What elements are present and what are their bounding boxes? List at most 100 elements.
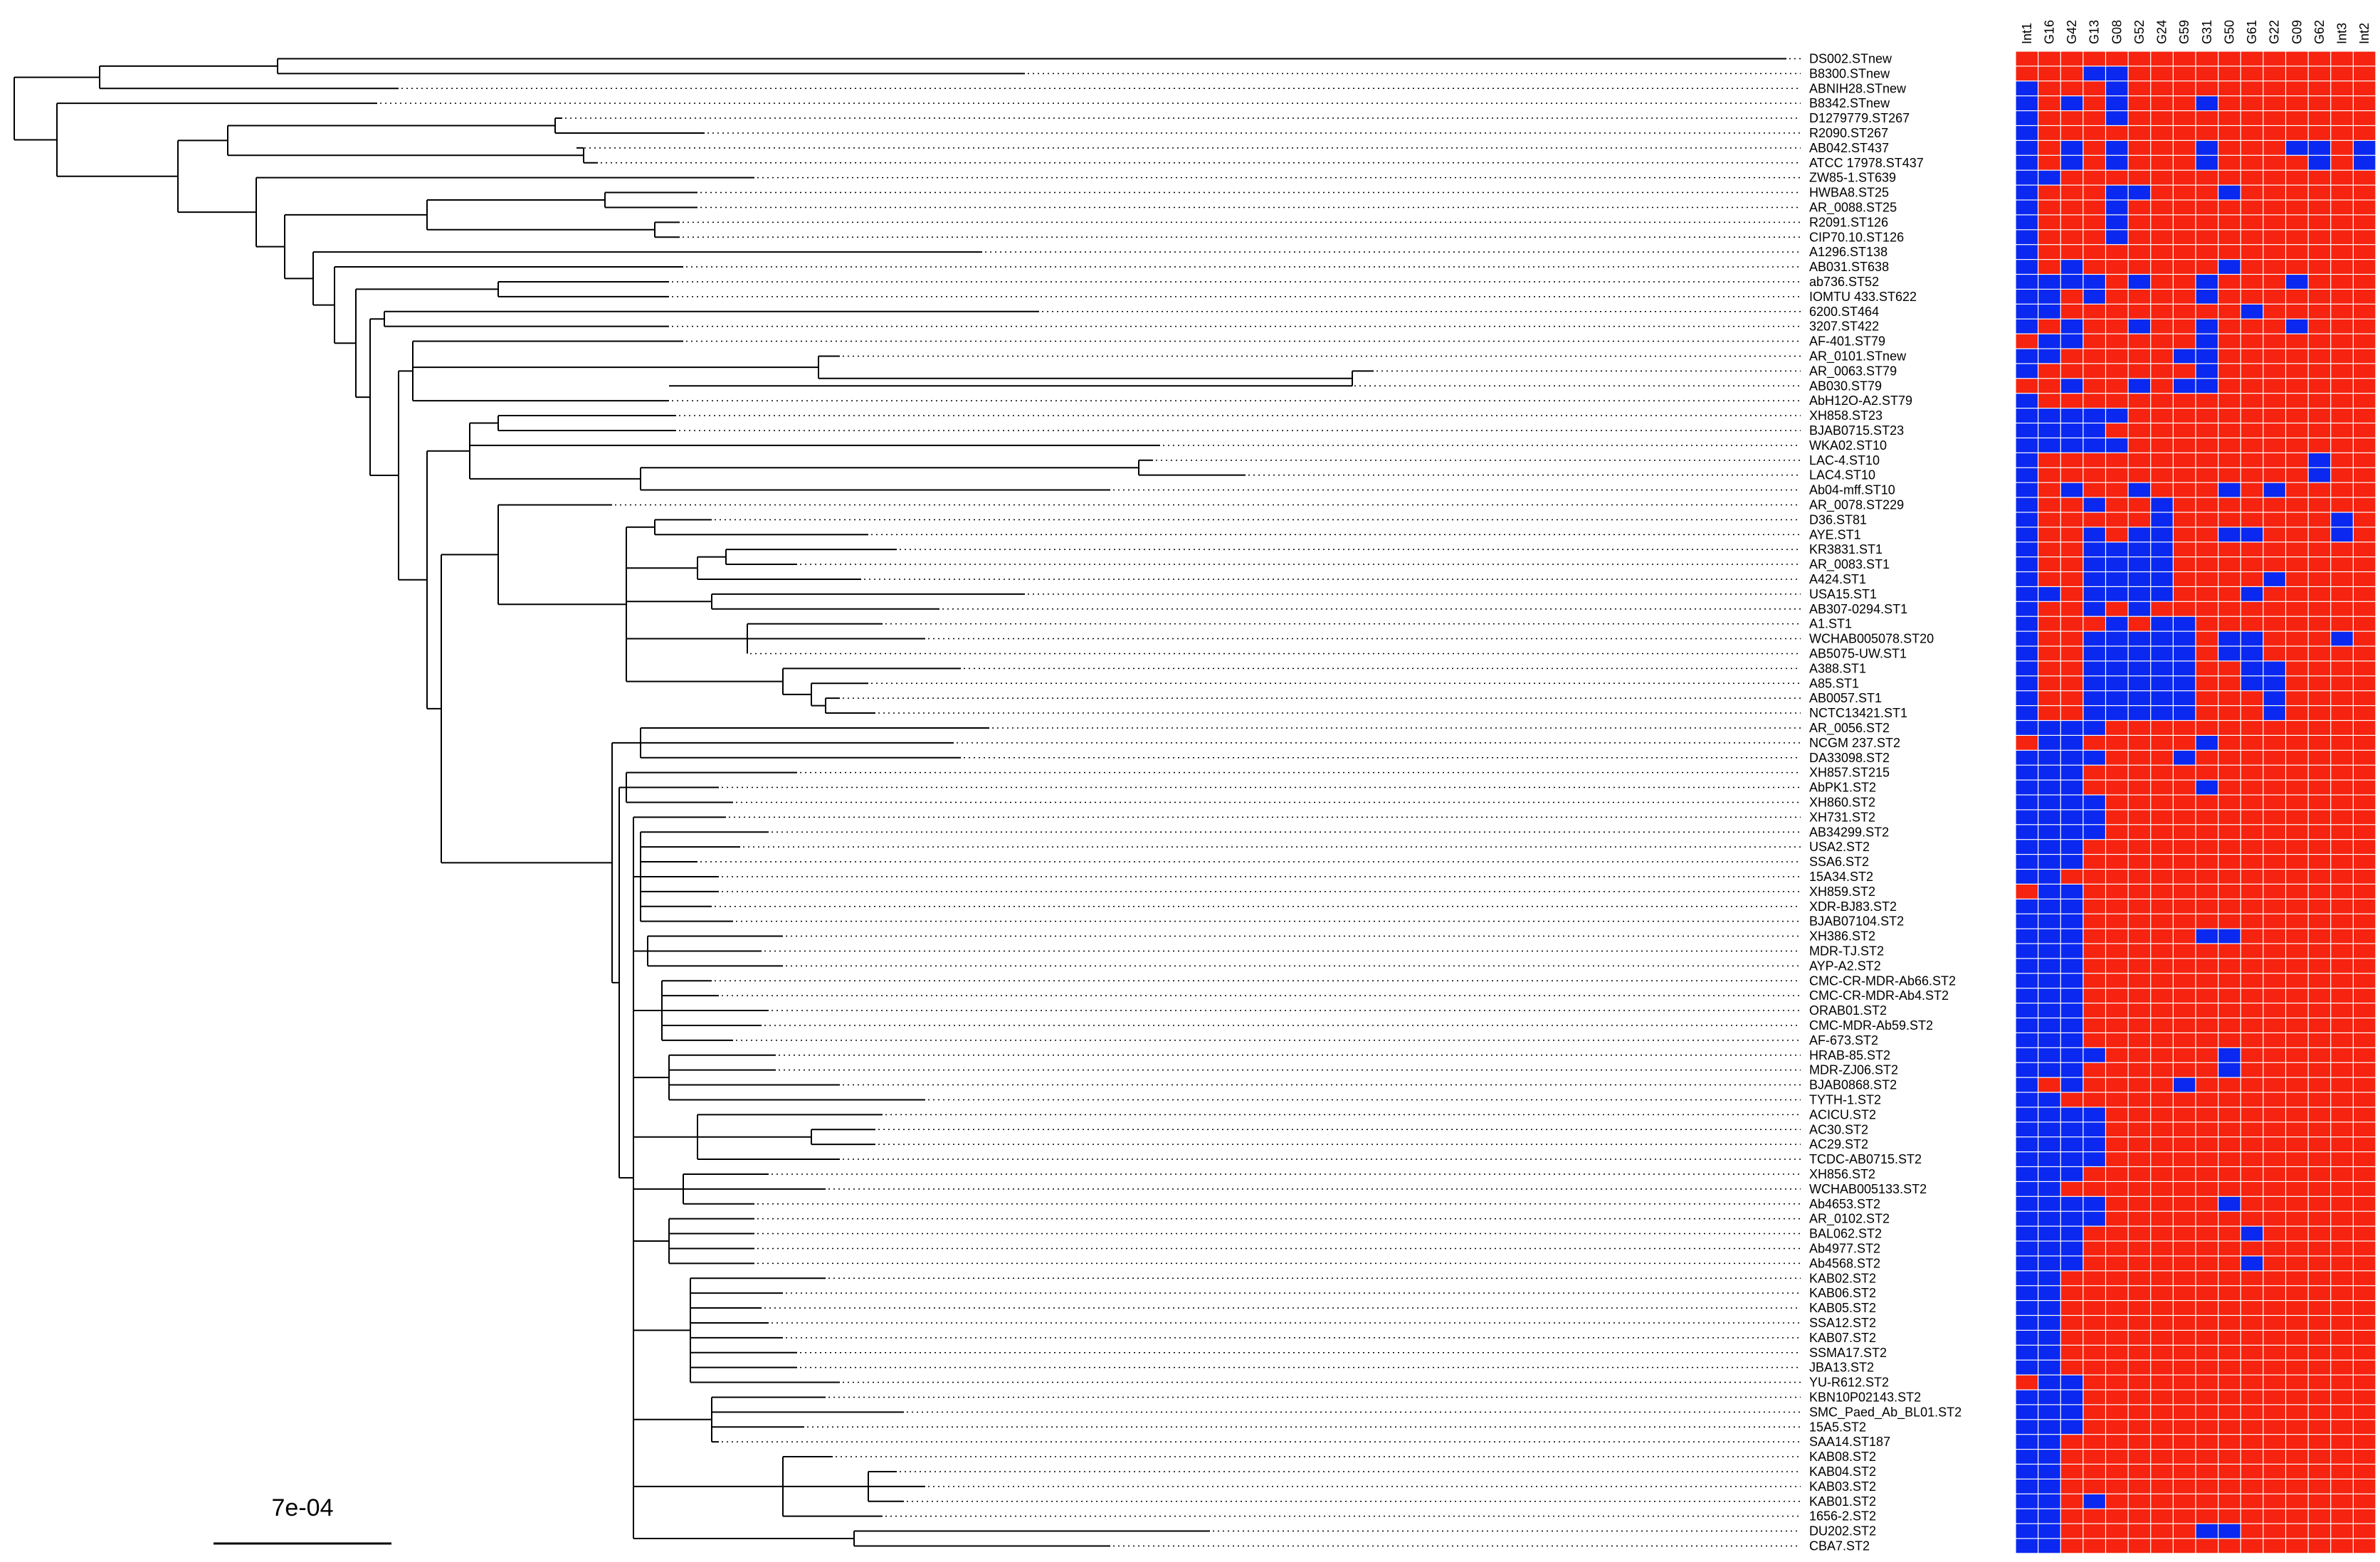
heatmap-cell — [2173, 1122, 2196, 1137]
heatmap-cell — [2083, 141, 2105, 155]
heatmap-cell — [2241, 1465, 2263, 1479]
taxon-label: AC29.ST2 — [1809, 1137, 1868, 1151]
taxon-label: XH731.ST2 — [1809, 810, 1875, 824]
heatmap-cell — [2060, 1048, 2083, 1062]
heatmap-cell — [2353, 364, 2376, 379]
heatmap-cell — [2263, 245, 2285, 259]
heatmap-cell — [2038, 185, 2060, 200]
heatmap-cell — [2128, 512, 2151, 527]
heatmap-cell — [2286, 1211, 2308, 1226]
heatmap-cell — [2353, 1062, 2376, 1077]
heatmap-cell — [2173, 170, 2196, 185]
heatmap-cell — [2286, 691, 2308, 705]
heatmap-cell — [2016, 215, 2038, 230]
heatmap-cell — [2196, 364, 2218, 379]
heatmap-cell — [2241, 825, 2263, 840]
heatmap-cell — [2196, 215, 2218, 230]
heatmap-cell — [2218, 661, 2241, 676]
heatmap-cell — [2241, 1062, 2263, 1077]
heatmap-cell — [2308, 438, 2331, 453]
heatmap-cell — [2331, 1092, 2353, 1107]
heatmap-cell — [2128, 1420, 2151, 1435]
heatmap-cell — [2353, 527, 2376, 542]
heatmap-cell — [2038, 1211, 2060, 1226]
heatmap-cell — [2308, 1450, 2331, 1464]
heatmap-cell — [2173, 111, 2196, 125]
heatmap-cell — [2241, 676, 2263, 691]
heatmap-cell — [2241, 155, 2263, 170]
heatmap-cell — [2286, 1018, 2308, 1033]
heatmap-cell — [2060, 1450, 2083, 1464]
heatmap-cell — [2331, 1271, 2353, 1286]
heatmap-cell — [2241, 1048, 2263, 1062]
heatmap-cell — [2286, 51, 2308, 66]
heatmap-cell — [2128, 482, 2151, 497]
heatmap-cell — [2241, 497, 2263, 512]
heatmap-cell — [2308, 364, 2331, 379]
heatmap-cell — [2241, 765, 2263, 780]
heatmap-cell — [2106, 572, 2128, 586]
taxon-label: AR_0056.ST2 — [1809, 721, 1890, 736]
heatmap-cell — [2128, 1241, 2151, 1256]
heatmap-cell — [2331, 304, 2353, 319]
heatmap-cell — [2196, 170, 2218, 185]
heatmap-cell — [2060, 170, 2083, 185]
heatmap-cell — [2196, 721, 2218, 735]
heatmap-cell — [2060, 840, 2083, 854]
heatmap-cell — [2218, 349, 2241, 364]
heatmap-cell — [2016, 676, 2038, 691]
heatmap-cell — [2263, 825, 2285, 840]
heatmap-cell — [2016, 1509, 2038, 1524]
heatmap-cell — [2151, 527, 2173, 542]
heatmap-cell — [2151, 587, 2173, 601]
heatmap-cell — [2218, 780, 2241, 795]
taxon-label: SSMA17.ST2 — [1809, 1346, 1887, 1360]
heatmap-cell — [2083, 96, 2105, 110]
heatmap-cell — [2218, 1033, 2241, 1048]
heatmap-cell — [2218, 126, 2241, 140]
heatmap-cell — [2038, 1048, 2060, 1062]
heatmap-cell — [2263, 290, 2285, 304]
heatmap-cell — [2016, 438, 2038, 453]
heatmap-cell — [2128, 601, 2151, 616]
heatmap-cell — [2016, 379, 2038, 394]
heatmap-cell — [2173, 364, 2196, 379]
taxon-label: BAL062.ST2 — [1809, 1227, 1882, 1241]
heatmap-cell — [2038, 825, 2060, 840]
heatmap-cell — [2083, 51, 2105, 66]
heatmap-cell — [2308, 1375, 2331, 1390]
heatmap-cell — [2196, 126, 2218, 140]
heatmap-cell — [2353, 155, 2376, 170]
heatmap-cell — [2106, 1211, 2128, 1226]
taxon-label: USA15.ST1 — [1809, 587, 1877, 601]
heatmap-cell — [2218, 1122, 2241, 1137]
heatmap-cell — [2151, 1182, 2173, 1196]
heatmap-cell — [2038, 423, 2060, 438]
taxon-label: ABNIH28.STnew — [1809, 81, 1907, 95]
heatmap-cell — [2353, 1211, 2376, 1226]
taxon-label: USA2.ST2 — [1809, 840, 1870, 854]
heatmap-cell — [2218, 988, 2241, 1003]
heatmap-cell — [2016, 408, 2038, 423]
heatmap-cell — [2353, 542, 2376, 556]
heatmap-cell — [2016, 1390, 2038, 1405]
heatmap-cell — [2083, 66, 2105, 81]
heatmap-cell — [2151, 1107, 2173, 1122]
heatmap-cell — [2308, 170, 2331, 185]
heatmap-cell — [2173, 453, 2196, 468]
heatmap-cell — [2263, 408, 2285, 423]
heatmap-cell — [2106, 364, 2128, 379]
taxon-label: AB0057.ST1 — [1809, 691, 1882, 705]
heatmap-cell — [2173, 810, 2196, 825]
heatmap-cell — [2128, 1003, 2151, 1018]
heatmap-cell — [2060, 616, 2083, 631]
heatmap-cell — [2151, 319, 2173, 334]
taxon-label: SSA12.ST2 — [1809, 1316, 1876, 1330]
taxon-label: KAB01.ST2 — [1809, 1494, 1876, 1509]
heatmap-cell — [2331, 111, 2353, 125]
heatmap-cell — [2060, 260, 2083, 274]
heatmap-cell — [2308, 334, 2331, 349]
heatmap-cell — [2218, 1420, 2241, 1435]
heatmap-cell — [2196, 468, 2218, 482]
heatmap-cell — [2016, 290, 2038, 304]
